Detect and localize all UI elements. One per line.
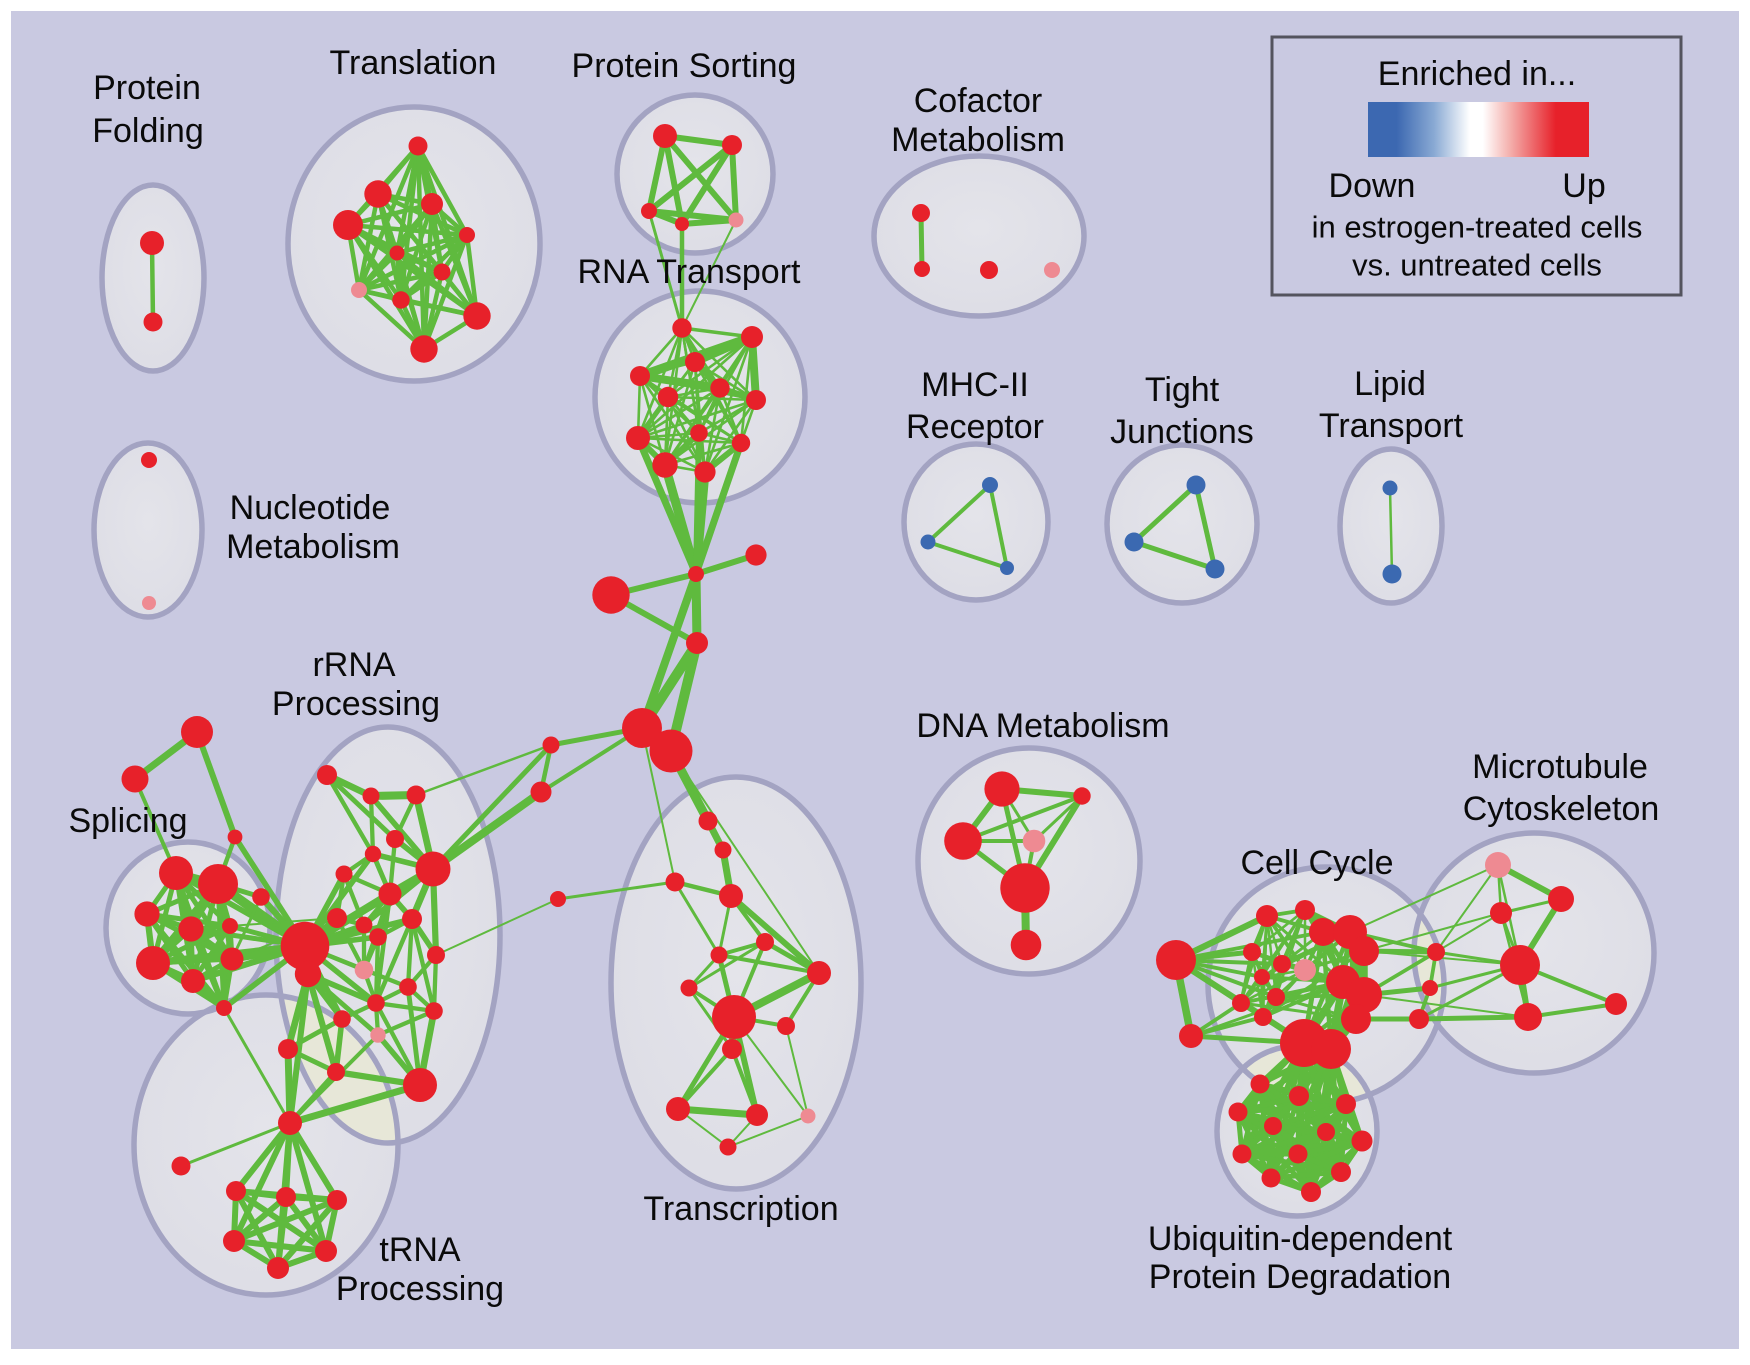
svg-text:Protein Degradation: Protein Degradation [1149,1258,1451,1296]
svg-text:RNA Transport: RNA Transport [578,253,802,291]
svg-text:Lipid: Lipid [1354,365,1426,403]
svg-text:Folding: Folding [92,112,204,150]
svg-text:tRNA: tRNA [379,1231,461,1269]
svg-text:Down: Down [1329,167,1416,205]
svg-text:rRNA: rRNA [312,646,395,684]
svg-text:Processing: Processing [272,685,440,723]
svg-text:Cofactor: Cofactor [914,82,1043,120]
svg-text:in estrogen-treated cells: in estrogen-treated cells [1312,210,1643,245]
svg-text:Transport: Transport [1319,407,1464,445]
svg-text:Nucleotide: Nucleotide [230,489,391,527]
svg-text:Transcription: Transcription [643,1190,838,1228]
svg-text:DNA Metabolism: DNA Metabolism [916,707,1169,745]
svg-text:Protein Sorting: Protein Sorting [572,47,797,85]
svg-text:Splicing: Splicing [68,802,187,840]
svg-text:MHC-II: MHC-II [921,366,1029,404]
svg-text:Metabolism: Metabolism [891,121,1065,159]
svg-text:Protein: Protein [93,69,201,107]
svg-text:Cytoskeleton: Cytoskeleton [1463,790,1660,828]
svg-text:Translation: Translation [330,44,497,82]
svg-text:Processing: Processing [336,1270,504,1308]
svg-text:Up: Up [1562,167,1605,205]
svg-text:Receptor: Receptor [906,408,1044,446]
svg-text:Enriched in...: Enriched in... [1378,55,1576,93]
svg-text:vs. untreated cells: vs. untreated cells [1352,248,1602,283]
svg-text:Tight: Tight [1145,371,1220,409]
svg-text:Ubiquitin-dependent: Ubiquitin-dependent [1148,1220,1453,1258]
svg-text:Junctions: Junctions [1110,413,1254,451]
svg-text:Cell Cycle: Cell Cycle [1240,844,1393,882]
svg-text:Metabolism: Metabolism [226,528,400,566]
svg-text:Microtubule: Microtubule [1472,748,1648,786]
